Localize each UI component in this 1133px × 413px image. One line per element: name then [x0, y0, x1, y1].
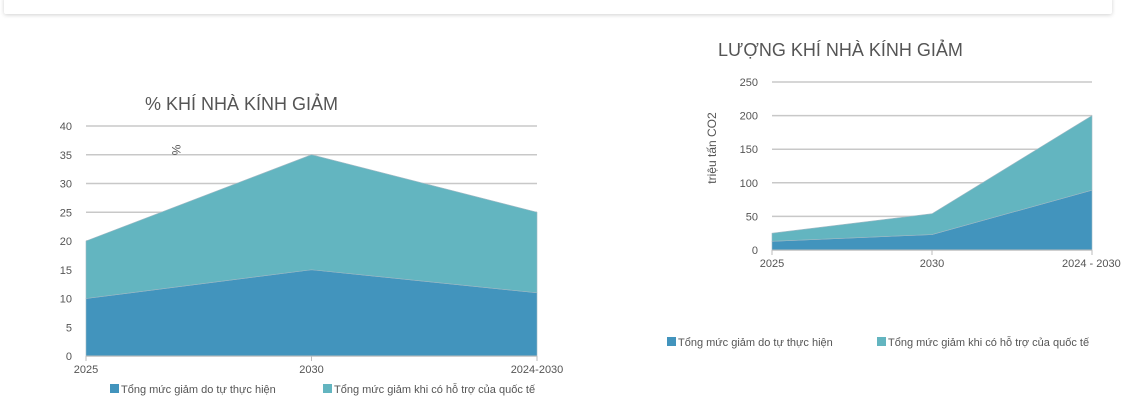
x-tick-label: 2025 — [74, 364, 98, 376]
y-tick-label: 0 — [66, 351, 72, 363]
y-tick-label: 25 — [60, 207, 72, 219]
y-tick-label: 250 — [740, 77, 758, 89]
area-series-2 — [771, 115, 1093, 242]
chart-title: LƯỢNG KHÍ NHÀ KÍNH GIẢM — [718, 39, 963, 60]
legend-swatch — [667, 337, 676, 346]
x-tick-label: 2030 — [299, 364, 323, 376]
y-tick-label: 10 — [60, 294, 72, 306]
y-tick-label: 15 — [60, 265, 72, 277]
top-card — [4, 0, 1112, 14]
chart-title: % KHÍ NHÀ KÍNH GIẢM — [145, 93, 338, 114]
x-tick-label: 2030 — [920, 258, 944, 270]
y-tick-label: 200 — [740, 111, 758, 123]
y-tick-label: 150 — [740, 144, 758, 156]
legend-label: Tổng mức giảm do tự thực hiện — [121, 384, 276, 396]
legend-swatch — [110, 384, 119, 393]
x-tick-label: 2024-2030 — [511, 364, 564, 376]
x-tick-label: 2025 — [760, 258, 784, 270]
y-tick-label: 50 — [746, 211, 758, 223]
y-axis-label: % — [169, 145, 183, 156]
legend-swatch — [323, 384, 332, 393]
y-axis-label: triệu tấn CO2 — [705, 112, 719, 184]
y-tick-label: 30 — [60, 179, 72, 191]
y-tick-label: 40 — [60, 121, 72, 133]
legend-label: Tổng mức giảm do tự thực hiện — [678, 337, 833, 349]
y-tick-label: 0 — [752, 245, 758, 257]
y-tick-label: 20 — [60, 236, 72, 248]
legend-label: Tổng mức giảm khi có hỗ trợ của quốc tế — [334, 383, 535, 396]
y-tick-label: 35 — [60, 150, 72, 162]
y-tick-label: 100 — [740, 178, 758, 190]
legend-swatch — [877, 337, 886, 346]
legend-label: Tổng mức giảm khi có hỗ trợ của quốc tế — [888, 336, 1089, 349]
area-series-2 — [85, 154, 538, 299]
y-tick-label: 5 — [66, 322, 72, 334]
x-tick-label: 2024 - 2030 — [1062, 258, 1121, 270]
